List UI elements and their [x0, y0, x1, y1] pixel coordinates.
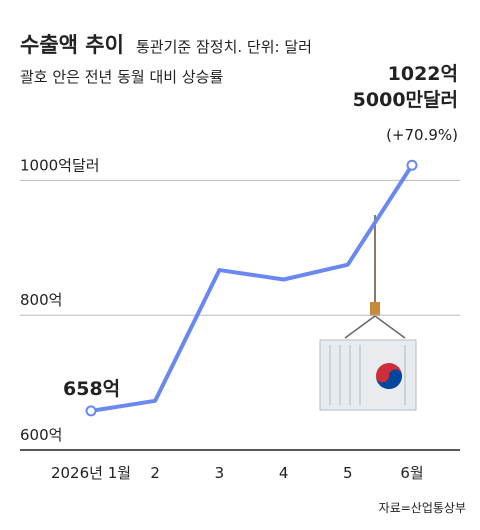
y-tick-label: 1000억달러 — [20, 156, 100, 174]
y-tick-label: 600억 — [20, 426, 62, 444]
value-label: 1022억 5000만달러 — [353, 63, 458, 111]
x-tick-label: 6월 — [400, 464, 423, 482]
container-illustration — [319, 215, 417, 411]
value-label: 658억 — [63, 378, 120, 400]
x-tick-label: 2026년 1월 — [51, 464, 131, 482]
x-tick-label: 4 — [279, 464, 289, 482]
chart-title: 수출액 추이 — [20, 33, 124, 57]
x-tick-label: 5 — [343, 464, 353, 482]
point-marker — [85, 405, 97, 417]
x-tick-label: 3 — [215, 464, 225, 482]
growth-label: (+70.9%) — [386, 126, 458, 144]
chart-subtitle: 통관기준 잠정치. 단위: 달러 — [136, 38, 312, 56]
source: 자료=산업통상부 — [379, 501, 466, 515]
data-line — [90, 164, 414, 413]
chart-note: 괄호 안은 전년 동월 대비 상승률 — [20, 68, 223, 86]
point-marker — [406, 159, 418, 171]
x-tick-label: 2 — [150, 464, 160, 482]
y-tick-label: 800억 — [20, 291, 62, 309]
